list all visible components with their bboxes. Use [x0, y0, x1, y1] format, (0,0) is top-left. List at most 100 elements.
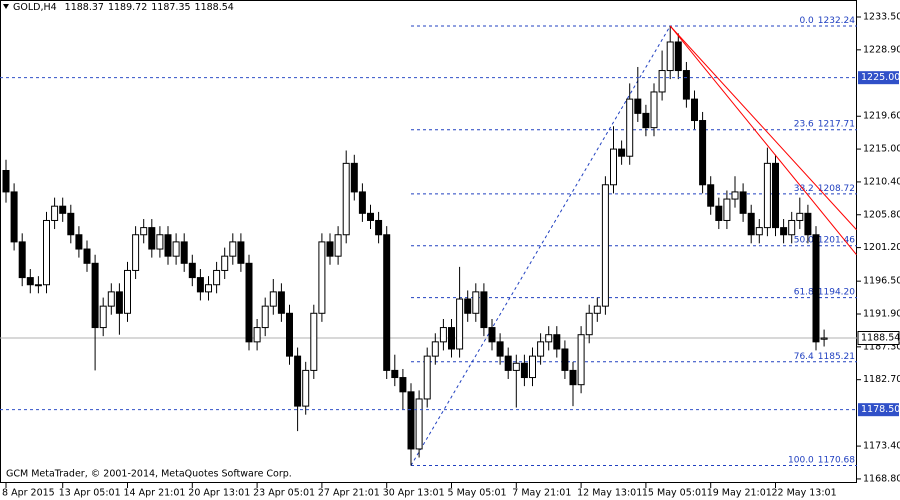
candle-body [755, 227, 763, 236]
candle-body [213, 269, 221, 286]
fibo-ratio: 23.6 [794, 119, 814, 129]
fibo-label: 23.6 1217.71 [794, 119, 855, 129]
x-tick-label: 7 May 21:01 [512, 488, 571, 499]
fibo-price: 1208.72 [818, 183, 855, 193]
fibo-ratio: 0.0 [799, 15, 814, 25]
candle-body [164, 234, 172, 257]
candle-body [375, 219, 383, 236]
y-tick-label: 1182.70 [863, 374, 900, 385]
x-tick-label: 14 Apr 21:01 [124, 488, 186, 499]
price-label: 1225.00 [861, 72, 900, 83]
candle-body [124, 269, 131, 314]
candle-body [188, 262, 196, 279]
candle-body [334, 234, 342, 257]
x-tick-label: 15 May 05:01 [642, 488, 707, 499]
candle-body [820, 337, 828, 340]
candle-body [707, 184, 715, 207]
candle-body [780, 227, 788, 236]
candle-body [221, 255, 229, 271]
candle-body [585, 312, 593, 336]
fibo-label: 50.0 1201.46 [794, 235, 856, 245]
menu-arrow[interactable] [3, 4, 9, 9]
price-label-box [858, 71, 899, 85]
high-value: 1189.72 [108, 2, 147, 13]
candle-body [107, 291, 115, 307]
candle-body [545, 334, 553, 343]
x-tick-label: 30 Apr 13:01 [383, 488, 445, 499]
candle-body [601, 184, 609, 307]
y-tick-label: 1228.90 [863, 44, 900, 55]
candle-body [812, 234, 820, 343]
candle-body [642, 112, 650, 129]
candle-body [804, 212, 812, 236]
candle-body [796, 212, 804, 221]
candle-body [10, 191, 18, 243]
y-tick-label: 1219.60 [863, 111, 900, 122]
candle-body [172, 241, 180, 257]
candle-body [691, 98, 698, 122]
candle-body [350, 162, 358, 193]
candle-body [383, 234, 391, 371]
candle-body [658, 70, 666, 93]
trendline [669, 25, 857, 256]
candle-body [682, 70, 690, 100]
x-tick-label: 5 May 05:01 [448, 488, 507, 499]
candle-body [674, 41, 682, 72]
candle-body [140, 227, 148, 236]
candle-body [577, 334, 585, 386]
fibo-price: 1217.71 [818, 119, 855, 129]
trendline [669, 25, 857, 231]
candle-body [156, 234, 164, 250]
candle-body [18, 241, 26, 279]
candle-body [132, 234, 140, 271]
candle-body [529, 355, 536, 379]
candle-body [83, 248, 91, 264]
fibo-ratio: 76.4 [794, 351, 814, 361]
candle-body [391, 369, 399, 379]
candle-body [302, 369, 310, 407]
symbol: GOLD,H4 [13, 2, 57, 13]
y-tick-label: 1233.50 [863, 11, 900, 22]
candle-body [294, 355, 302, 407]
x-tick-label: 8 Apr 2015 [2, 488, 55, 499]
y-tick-label: 1168.80 [863, 473, 900, 484]
candle-body [245, 262, 253, 343]
y-tick-label: 1201.20 [863, 242, 900, 253]
candle-body [26, 277, 34, 286]
copyright: GCM MetaTrader, © 2001-2014, MetaQuotes … [6, 469, 292, 480]
candle-body [472, 291, 480, 314]
open-value: 1188.37 [65, 2, 104, 13]
candle-body [358, 191, 366, 214]
candle-body [261, 305, 269, 329]
candle-body [367, 212, 374, 221]
fibo-price: 1170.68 [818, 455, 855, 465]
x-tick-label: 19 May 21:01 [707, 488, 772, 499]
candle-body [504, 355, 512, 371]
candle-body [253, 327, 261, 343]
candle-body [715, 205, 723, 221]
candle-body [610, 148, 617, 186]
price-label-box [858, 403, 899, 417]
y-tick-label: 1187.30 [863, 341, 900, 352]
candle-body [512, 362, 520, 371]
candle-body [415, 398, 423, 450]
fibo-ratio: 61.8 [794, 287, 814, 297]
candle-body [205, 284, 212, 293]
candle-body [747, 212, 755, 236]
candle-body [99, 305, 107, 329]
candle-body [666, 41, 674, 72]
candle-body [464, 298, 472, 314]
candle-body [496, 341, 504, 357]
y-tick-label: 1205.80 [863, 209, 900, 220]
last-price-label: 1188.54 [861, 332, 900, 343]
candle-body [488, 327, 496, 343]
candle-body [431, 341, 439, 357]
low-value: 1187.35 [151, 2, 190, 13]
candle-body [269, 291, 277, 307]
price-label: 1178.50 [861, 404, 900, 415]
candle-body [342, 162, 350, 236]
candle-body [286, 312, 293, 357]
candle-body [326, 241, 334, 257]
